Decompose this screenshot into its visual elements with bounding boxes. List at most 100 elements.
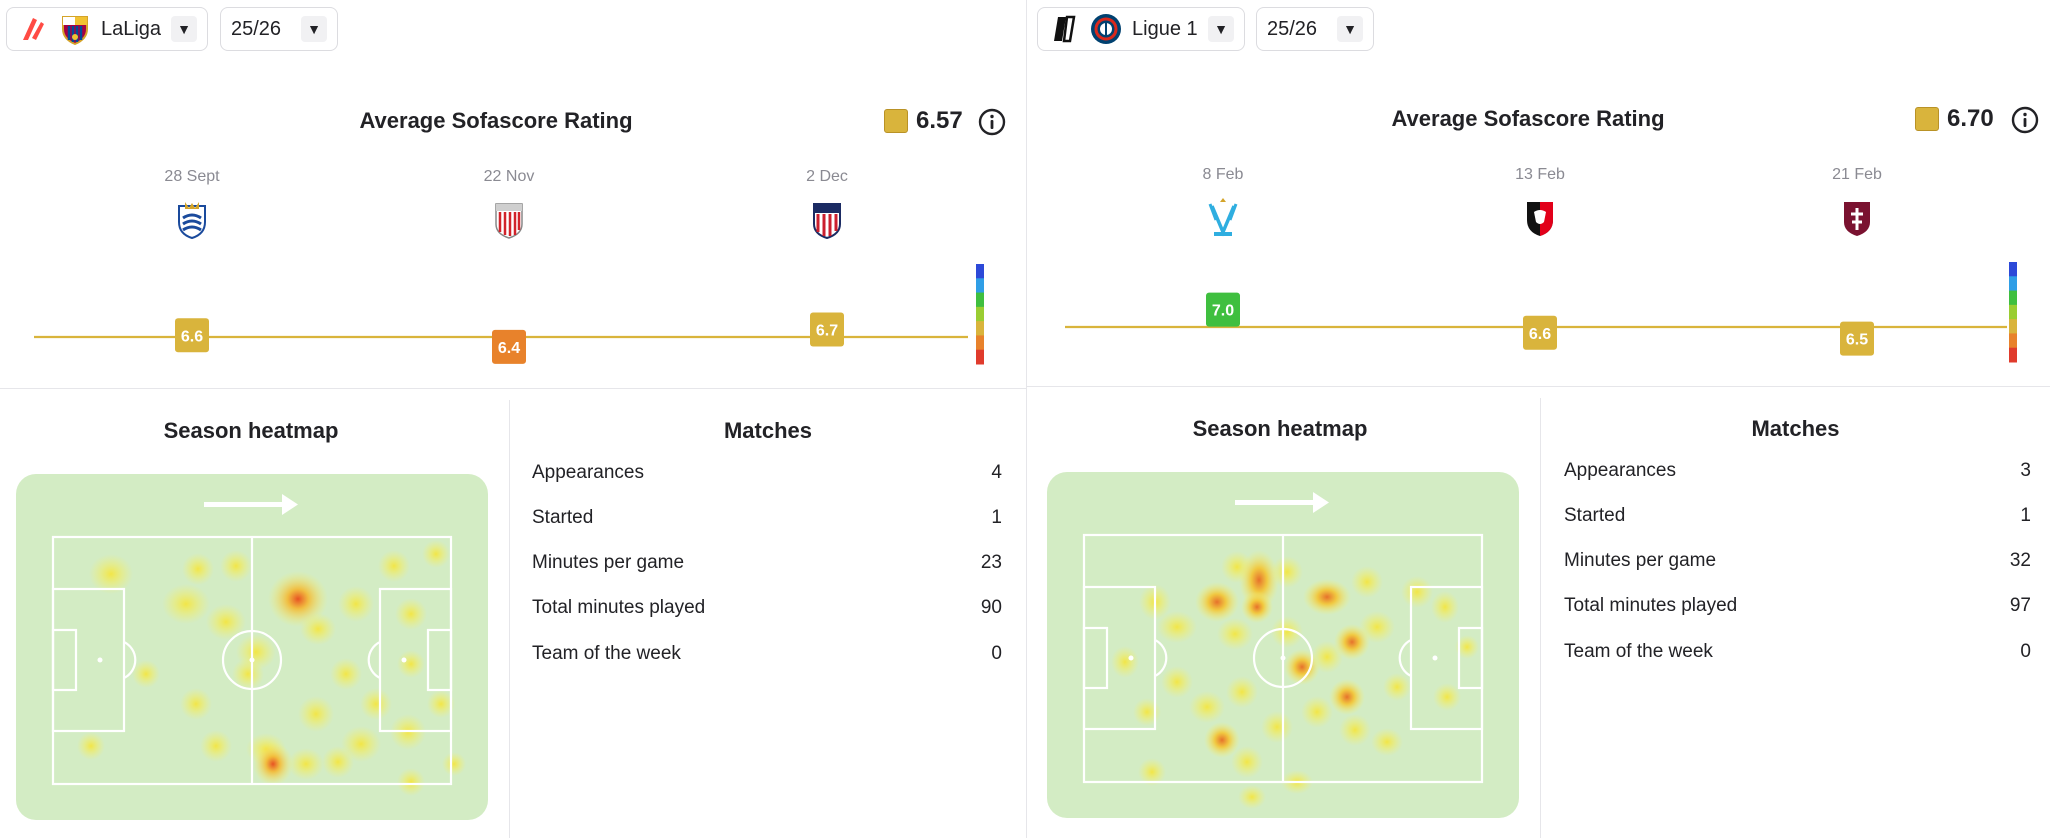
marseille-crest-icon xyxy=(1208,198,1238,237)
rating-color-square xyxy=(1915,107,1939,131)
stat-row-minutes-per-game: Minutes per game 32 xyxy=(1564,550,2031,572)
stat-value: 0 xyxy=(2020,641,2031,662)
rating-scale-segment xyxy=(2009,347,2017,363)
info-icon[interactable] xyxy=(978,108,1006,136)
ligue1-icon xyxy=(1048,13,1080,45)
stat-row-team-of-the-week: Team of the week 0 xyxy=(1564,641,2031,663)
average-rating-value: 6.57 xyxy=(916,107,963,134)
heatmap-title: Season heatmap xyxy=(163,418,339,443)
rating-color-square xyxy=(884,109,908,133)
rating-scale-segment xyxy=(2009,333,2017,349)
average-rating-badge: 6.57 xyxy=(884,107,963,135)
match-date: 28 Sept xyxy=(164,168,220,185)
match-rating-box xyxy=(1523,315,1557,350)
match-column[interactable]: 8 Feb xyxy=(1153,166,1293,238)
competition-selector[interactable]: LaLiga ▼ xyxy=(6,7,208,51)
match-rating-label: 6.6 xyxy=(181,328,203,345)
stat-label: Total minutes played xyxy=(532,597,706,618)
match-rating-label: 6.4 xyxy=(498,340,520,357)
pitch-lines xyxy=(1082,533,1484,784)
chevron-down-icon[interactable]: ▼ xyxy=(1337,16,1363,42)
rating-section-title: Average Sofascore Rating xyxy=(1391,106,1665,131)
laliga-icon xyxy=(17,13,49,45)
stat-label: Team of the week xyxy=(532,643,681,664)
rating-scale-segment xyxy=(2009,262,2017,277)
match-date: 21 Feb xyxy=(1832,166,1882,183)
rating-scale-segment xyxy=(2009,304,2017,320)
match-rating-label: 6.7 xyxy=(816,322,838,339)
stat-row-started: Started 1 xyxy=(1564,505,2031,527)
panel-divider xyxy=(1026,0,1027,838)
stat-value: 32 xyxy=(2009,550,2031,571)
rating-chart: 7.0 6.6 6.5 xyxy=(1065,262,2017,363)
matches-title: Matches xyxy=(723,418,813,443)
laliga-panel: LaLiga ▼ 25/26 ▼ Average Sofascore Ratin… xyxy=(0,7,1026,838)
stat-label: Team of the week xyxy=(1564,641,1713,662)
stat-value: 4 xyxy=(991,462,1002,483)
rating-scale-segment xyxy=(2009,276,2017,292)
season-selector[interactable]: 25/26 ▼ xyxy=(220,7,338,51)
column-divider xyxy=(1540,398,1541,838)
match-date: 2 Dec xyxy=(806,168,848,185)
rating-scale-segment xyxy=(976,306,984,322)
heatmap-title: Season heatmap xyxy=(1192,416,1368,441)
match-column[interactable]: 22 Nov xyxy=(439,168,579,240)
stat-label: Appearances xyxy=(1564,460,1676,481)
match-rating-box xyxy=(492,329,526,364)
section-divider xyxy=(1027,386,2050,387)
competition-name: LaLiga xyxy=(100,17,162,40)
season-heatmap xyxy=(1047,472,1519,818)
rating-scale-segment xyxy=(2009,290,2017,306)
stat-row-appearances: Appearances 3 xyxy=(1564,460,2031,482)
stat-value: 1 xyxy=(2020,505,2031,526)
chevron-down-icon[interactable]: ▼ xyxy=(171,16,198,42)
match-column[interactable]: 2 Dec xyxy=(757,168,897,240)
rennes-crest-icon xyxy=(1527,202,1553,236)
match-column[interactable]: 28 Sept xyxy=(122,168,262,240)
rating-scale-segment xyxy=(976,264,984,279)
match-rating-label: 6.5 xyxy=(1846,332,1868,349)
metz-crest-icon xyxy=(1844,202,1870,236)
competition-name: Ligue 1 xyxy=(1132,17,1198,40)
attack-direction-arrow-icon xyxy=(1235,492,1329,513)
fc-barcelona-crest-icon xyxy=(59,13,91,45)
stat-label: Total minutes played xyxy=(1564,595,1738,616)
season-heatmap xyxy=(16,474,488,820)
info-icon[interactable] xyxy=(2011,106,2039,134)
stat-value: 1 xyxy=(991,507,1002,528)
rating-chart: 6.6 6.4 6.7 xyxy=(34,264,984,365)
ligue1-panel: Ligue 1 ▼ 25/26 ▼ Average Sofascore Rati… xyxy=(1027,0,2050,838)
stat-row-minutes-per-game: Minutes per game 23 xyxy=(532,552,1002,574)
rating-scale-segment xyxy=(976,321,984,336)
heat-spots xyxy=(77,540,466,796)
match-rating-box xyxy=(810,312,844,347)
stat-label: Appearances xyxy=(532,462,644,483)
matches-title: Matches xyxy=(1751,416,1840,441)
chevron-down-icon[interactable]: ▼ xyxy=(301,16,327,42)
match-rating-box xyxy=(175,318,209,353)
stat-label: Minutes per game xyxy=(532,552,685,573)
stat-value: 23 xyxy=(980,552,1002,573)
season-value: 25/26 xyxy=(231,17,282,40)
stat-row-total-minutes: Total minutes played 90 xyxy=(532,597,1002,619)
match-column[interactable]: 13 Feb xyxy=(1470,166,1610,238)
average-rating-badge: 6.70 xyxy=(1915,105,1994,133)
stat-value: 90 xyxy=(980,597,1002,618)
rating-scale-segment xyxy=(976,349,984,365)
stat-row-team-of-the-week: Team of the week 0 xyxy=(532,643,1002,665)
column-divider xyxy=(509,400,510,838)
rating-scale-segment xyxy=(976,292,984,308)
competition-selector[interactable]: Ligue 1 ▼ xyxy=(1037,7,1245,51)
season-value: 25/26 xyxy=(1267,17,1318,40)
match-rating-box xyxy=(1206,292,1240,327)
average-rating-value: 6.70 xyxy=(1947,105,1994,132)
season-selector[interactable]: 25/26 ▼ xyxy=(1256,7,1374,51)
stat-row-total-minutes: Total minutes played 97 xyxy=(1564,595,2031,617)
match-column[interactable]: 21 Feb xyxy=(1787,166,1927,238)
rating-scale-segment xyxy=(976,278,984,294)
attack-direction-arrow-icon xyxy=(204,494,298,515)
stat-label: Minutes per game xyxy=(1564,550,1717,571)
chevron-down-icon[interactable]: ▼ xyxy=(1208,16,1234,42)
pitch-lines xyxy=(51,535,453,786)
rating-scale-segment xyxy=(976,335,984,351)
